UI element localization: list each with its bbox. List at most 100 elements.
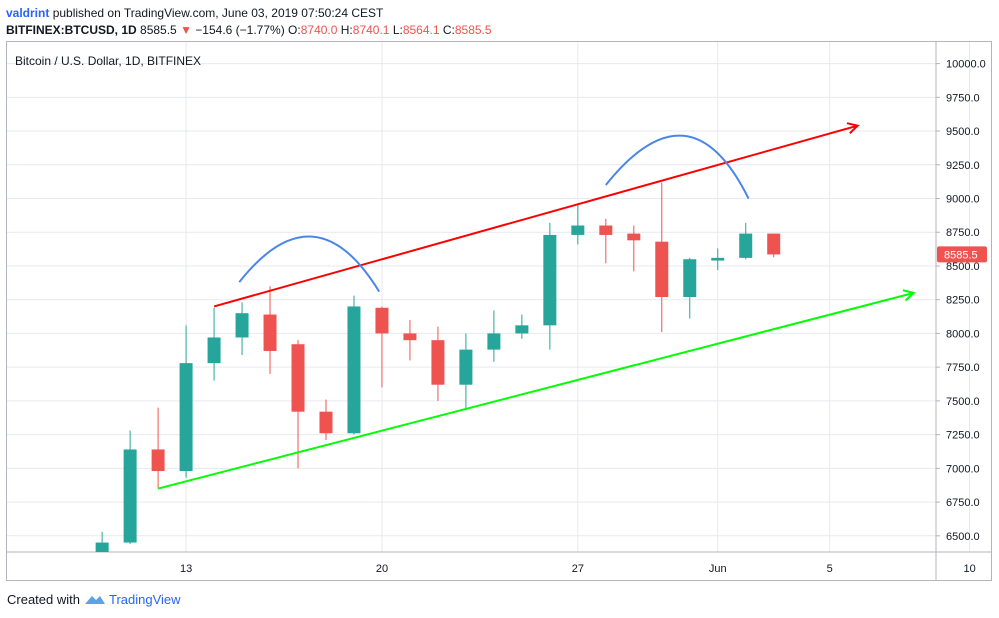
y-tick-label: 6500.0 [946, 531, 980, 543]
footer: Created with TradingView [7, 592, 181, 607]
support-arrow-line [157, 291, 914, 490]
candle-body [95, 542, 109, 552]
candle-body [459, 349, 473, 385]
symbol-label: BITFINEX:BTCUSD, 1D [6, 23, 137, 37]
candle [767, 233, 781, 258]
x-tick-label: 13 [180, 563, 192, 575]
y-tick-label: 8750.0 [946, 227, 980, 239]
tradingview-logo-icon [84, 596, 105, 604]
candle-body [235, 313, 249, 338]
y-tick-label: 8500.0 [946, 261, 980, 273]
author-link[interactable]: valdrint [6, 6, 50, 20]
last-price-tag-bg [937, 246, 987, 263]
open-label: O: [288, 23, 301, 37]
candle [543, 222, 557, 350]
y-tick-label: 7500.0 [946, 396, 980, 408]
arc-curve [238, 235, 381, 293]
high-label: H: [340, 23, 353, 37]
open-value: 8740.0 [300, 23, 338, 37]
x-tick-label: 20 [376, 563, 388, 575]
candle [235, 302, 249, 356]
close-value: 8585.5 [454, 23, 492, 37]
candle-body [627, 233, 641, 241]
close-label: C: [442, 23, 455, 37]
candle [319, 399, 333, 441]
candle-body [739, 233, 753, 258]
support-arrow [157, 289, 916, 490]
tradingview-brand-link[interactable]: TradingView [109, 592, 181, 607]
chart-title: Bitcoin / U.S. Dollar, 1D, BITFINEX [15, 54, 201, 68]
candle [515, 314, 529, 339]
candle-body [151, 449, 165, 472]
candle [347, 295, 361, 435]
candle [263, 286, 277, 374]
candle-body [515, 325, 529, 334]
candle-body [599, 225, 613, 235]
low-label: L: [392, 23, 403, 37]
y-tick-label: 8250.0 [946, 295, 980, 307]
published-text: published on TradingView.com, June 03, 2… [52, 6, 384, 20]
y-tick-label: 10000.0 [946, 59, 986, 71]
candle-body [655, 241, 669, 297]
y-tick-label: 9000.0 [946, 194, 980, 206]
resistance-arrow [213, 122, 860, 308]
resistance-arrow-arrowhead [846, 122, 860, 135]
y-tick-label: 7750.0 [946, 362, 980, 374]
chart-frame[interactable] [6, 41, 992, 581]
y-tick-label: 8000.0 [946, 328, 980, 340]
candle [151, 407, 165, 489]
last-price: 8585.5 [140, 23, 177, 37]
symbol-line: BITFINEX:BTCUSD, 1D 8585.5 ▼ −154.6 (−1.… [6, 22, 492, 39]
candle [291, 340, 305, 469]
last-price-tag: 8585.5 [937, 246, 987, 263]
candle-body [543, 234, 557, 326]
support-arrow-arrowhead [902, 289, 916, 302]
resistance-arrow-line [213, 124, 858, 308]
arc-curve [605, 134, 750, 199]
time-axis[interactable]: 13 20 27 Jun 5 10 [180, 563, 976, 575]
candle-body [291, 344, 305, 412]
y-tick-label: 9500.0 [946, 126, 980, 138]
publish-line: valdrint published on TradingView.com, J… [6, 5, 492, 22]
candle-body [207, 337, 221, 364]
candle [683, 257, 697, 319]
price-axis[interactable]: 6500.0 6750.0 7000.0 7250.0 7500.0 7750.0 8000… [936, 59, 986, 543]
candle [655, 182, 669, 333]
last-price-tag-text: 8585.5 [944, 249, 978, 261]
y-tick-label: 9750.0 [946, 92, 980, 104]
candle [431, 326, 445, 401]
low-value: 8564.1 [402, 23, 440, 37]
candle [95, 531, 109, 552]
candle-body [711, 257, 725, 261]
high-value: 8740.1 [352, 23, 390, 37]
chart-header: valdrint published on TradingView.com, J… [6, 5, 492, 39]
candles [95, 182, 781, 552]
price-change: −154.6 (−1.77%) [195, 23, 285, 37]
grid [7, 42, 971, 552]
x-tick-label: 27 [572, 563, 584, 575]
candle [571, 205, 585, 245]
candle-body [123, 449, 137, 543]
candle-body [571, 225, 585, 235]
down-arrow-icon: ▼ [180, 23, 192, 37]
candle [599, 218, 613, 264]
y-tick-label: 7250.0 [946, 430, 980, 442]
candle-body [683, 259, 697, 297]
candle-body [767, 233, 781, 255]
candle-body [179, 363, 193, 472]
candle [459, 333, 473, 411]
x-tick-label: 5 [827, 563, 833, 575]
x-tick-label: 10 [963, 563, 975, 575]
candle [739, 222, 753, 260]
candle [123, 430, 137, 544]
created-with-text: Created with [7, 592, 80, 607]
candle-body [487, 333, 501, 350]
candle [375, 306, 389, 388]
candle-body [319, 411, 333, 434]
candle [487, 310, 501, 362]
candle [179, 325, 193, 478]
candle [627, 225, 641, 272]
y-tick-label: 9250.0 [946, 160, 980, 172]
candle [711, 248, 725, 271]
